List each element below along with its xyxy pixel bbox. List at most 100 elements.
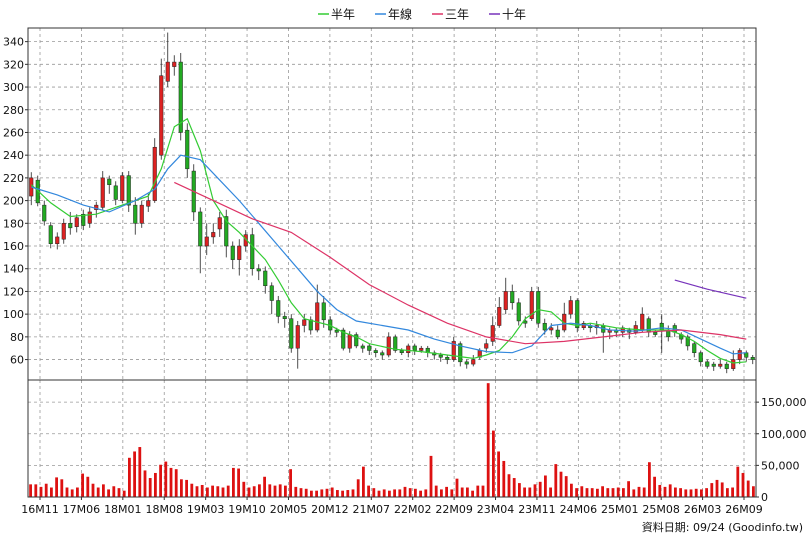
volume-bar: [232, 467, 235, 497]
candlestick: [94, 201, 99, 218]
candlestick: [68, 211, 73, 235]
candle-body: [542, 322, 547, 331]
candle-body: [451, 341, 456, 360]
price-tick-label: 140: [3, 263, 24, 276]
candlestick: [165, 32, 170, 88]
ma-year-line: [31, 154, 747, 355]
volume-bar: [471, 490, 474, 497]
volume-bar: [528, 487, 532, 497]
volume-bar: [512, 478, 516, 497]
chart-legend: 半年 年線 三年 十年: [318, 7, 526, 22]
candle-body: [731, 359, 736, 369]
candlestick: [159, 58, 164, 160]
volume-tick-label: 100,000: [761, 428, 807, 441]
volume-bar: [606, 488, 610, 497]
legend-label: 三年: [445, 8, 469, 22]
candle-body: [237, 245, 242, 260]
candlestick: [367, 343, 372, 356]
candle-body: [386, 336, 391, 356]
volume-bar: [258, 484, 261, 497]
volume-bar: [237, 468, 240, 497]
volume-bar: [710, 483, 714, 497]
candle-body: [68, 223, 73, 229]
volume-bar: [159, 464, 162, 497]
volume-bar: [107, 489, 110, 497]
candle-body: [230, 245, 235, 260]
price-tick-label: 60: [10, 354, 24, 367]
candle-body: [711, 363, 716, 367]
candlestick: [178, 52, 183, 141]
candlestick: [133, 197, 138, 235]
candle-body: [146, 200, 151, 207]
candlestick: [341, 327, 346, 351]
candle-body: [536, 291, 541, 324]
volume-bar: [720, 482, 724, 497]
candle-body: [211, 232, 216, 238]
volume-tick-label: 150,000: [761, 396, 807, 409]
volume-bar: [29, 484, 32, 497]
candlestick: [211, 223, 216, 244]
volume-bar: [559, 471, 563, 497]
volume-bar: [263, 476, 266, 497]
volume-bar: [658, 484, 662, 497]
volume-bar: [346, 490, 350, 497]
volume-bar: [65, 487, 69, 497]
volume-bar: [424, 489, 428, 497]
volume-bar: [330, 487, 334, 497]
volume-bar: [533, 484, 537, 497]
candlestick: [588, 323, 593, 333]
candle-body: [653, 332, 658, 335]
candle-body: [685, 336, 690, 347]
volume-bar: [148, 478, 152, 497]
volume-bar: [476, 485, 480, 497]
volume-bar: [653, 476, 656, 497]
candle-body: [419, 347, 424, 351]
volume-bar: [408, 488, 412, 497]
volume-bar: [185, 479, 188, 497]
volume-bar: [450, 489, 454, 497]
candle-body: [282, 316, 287, 319]
candle-body: [120, 175, 125, 201]
candle-body: [360, 345, 365, 349]
candle-body: [503, 291, 508, 310]
candlestick: [451, 336, 456, 362]
volume-bar: [596, 488, 599, 497]
volume-bar: [86, 476, 90, 497]
candlestick: [282, 311, 287, 328]
candle-body: [412, 345, 417, 351]
volume-bar: [138, 447, 142, 497]
candle-body: [341, 329, 346, 349]
volume-bar: [117, 488, 121, 497]
candlestick: [61, 218, 66, 244]
time-tick-label: 20M05: [270, 503, 308, 516]
candle-body: [549, 327, 554, 331]
volume-bar: [133, 451, 136, 497]
volume-bar: [414, 488, 417, 497]
candle-body: [445, 357, 450, 360]
volume-bar: [169, 467, 173, 497]
volume-bar: [440, 489, 443, 497]
ma-ten-year-line: [674, 279, 747, 299]
candle-body: [640, 313, 645, 331]
candlestick: [55, 232, 60, 250]
volume-bar: [304, 488, 308, 497]
volume-bar: [674, 487, 677, 497]
volume-bar: [549, 487, 552, 497]
volume-bar: [393, 489, 396, 497]
candle-body: [692, 343, 697, 353]
time-tick-label: 21M07: [353, 503, 391, 516]
candle-body: [152, 146, 157, 201]
candle-body: [354, 334, 359, 347]
candlestick: [269, 282, 274, 315]
candlestick: [536, 286, 541, 328]
volume-bar: [637, 486, 641, 497]
candlestick: [412, 343, 417, 356]
price-tick-label: 240: [3, 149, 24, 162]
candlestick: [659, 314, 664, 353]
chart-frame: [27, 27, 757, 498]
candlestick: [81, 209, 86, 231]
volume-bar: [320, 489, 324, 497]
candlestick: [393, 334, 398, 353]
candlestick: [373, 348, 378, 358]
volume-bar: [523, 487, 526, 497]
